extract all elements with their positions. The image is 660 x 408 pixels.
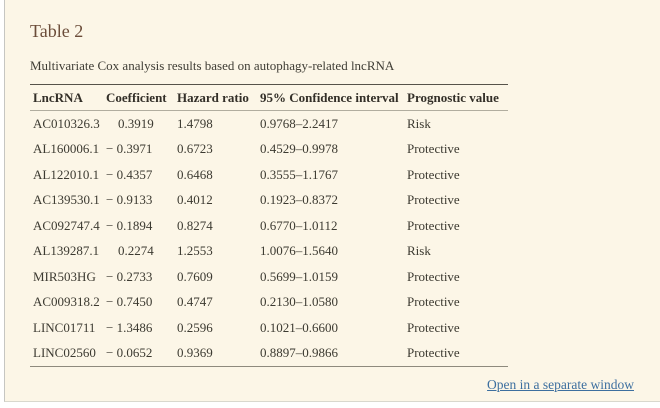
- table-cell: Protective: [407, 268, 460, 284]
- table-cell: AC010326.3: [33, 115, 100, 131]
- table-panel: Table 2 Multivariate Cox analysis result…: [4, 0, 660, 402]
- column-header-prognostic-value: Prognostic value: [404, 84, 508, 111]
- table-row: AC009318.2 − 0.7450 0.4747 0.2130–1.0580 Pro…: [30, 290, 508, 316]
- table-cell: Protective: [407, 319, 460, 335]
- table-cell: 0.4747: [177, 294, 213, 310]
- table-cell: 1.4798: [177, 115, 213, 131]
- table-cell: LINC02560: [33, 345, 96, 361]
- table-cell: 1.2553: [177, 243, 213, 259]
- table-row: MIR503HG − 0.2733 0.7609 0.5699–1.0159 Prote…: [30, 264, 508, 290]
- table-cell: Protective: [407, 192, 460, 208]
- table-cell: Protective: [407, 217, 460, 233]
- table-cell: 0.9768–2.2417: [260, 115, 338, 131]
- table-cell: − 0.4357: [106, 166, 153, 182]
- open-in-separate-window-link[interactable]: Open in a separate window: [487, 377, 634, 392]
- header-row: LncRNA Coefficient Hazard ratio 95% Conf…: [30, 84, 508, 111]
- table-row: AC010326.3 0.3919 1.4798 0.9768–2.2417 Risk: [30, 111, 508, 137]
- table-row: AL160006.1 − 0.3971 0.6723 0.4529–0.9978 Pro…: [30, 137, 508, 163]
- table-cell: 0.3555–1.1767: [260, 166, 338, 182]
- column-header-lncrna: LncRNA: [30, 84, 103, 111]
- table-cell: 0.1923–0.8372: [260, 192, 338, 208]
- table-row: AC092747.4 − 0.1894 0.8274 0.6770–1.0112 Pro…: [30, 213, 508, 239]
- table-cell: 0.9369: [177, 345, 213, 361]
- table-row: AL139287.1 0.2274 1.2553 1.0076–1.5640 Risk: [30, 239, 508, 265]
- table-cell: AC009318.2: [33, 294, 100, 310]
- table-cell: − 0.1894: [106, 217, 153, 233]
- table-body: AC010326.3 0.3919 1.4798 0.9768–2.2417 Risk A…: [30, 111, 508, 367]
- table-cell: 0.4529–0.9978: [260, 141, 338, 157]
- table-row: AC139530.1 − 0.9133 0.4012 0.1923–0.8372 Pro…: [30, 188, 508, 214]
- table-cell: 0.6723: [177, 141, 213, 157]
- table-cell: AL139287.1: [33, 243, 100, 259]
- table-cell: 0.5699–1.0159: [260, 268, 338, 284]
- cox-results-table: LncRNA Coefficient Hazard ratio 95% Conf…: [30, 84, 508, 367]
- table-cell: AC092747.4: [33, 217, 100, 233]
- table-row: AL122010.1 − 0.4357 0.6468 0.3555–1.1767 Pro…: [30, 162, 508, 188]
- table-cell: 0.2274: [118, 243, 154, 259]
- table-row: LINC01711 − 1.3486 0.2596 0.1021–0.6600 Prot…: [30, 315, 508, 341]
- column-header-coefficient: Coefficient: [103, 84, 174, 111]
- table-caption: Multivariate Cox analysis results based …: [30, 58, 395, 73]
- table-cell: Protective: [407, 141, 460, 157]
- table-cell: Risk: [407, 115, 431, 131]
- table-cell: 0.7609: [177, 268, 213, 284]
- table-cell: 1.0076–1.5640: [260, 243, 338, 259]
- table-cell: − 0.2733: [106, 268, 153, 284]
- table-cell: − 0.7450: [106, 294, 153, 310]
- table-cell: 0.8897–0.9866: [260, 345, 338, 361]
- table-cell: LINC01711: [33, 319, 96, 335]
- table-cell: − 0.3971: [106, 141, 153, 157]
- table-header: LncRNA Coefficient Hazard ratio 95% Conf…: [30, 84, 508, 111]
- table-cell: Risk: [407, 243, 431, 259]
- table-cell: AL160006.1: [33, 141, 100, 157]
- table-cell: 0.4012: [177, 192, 213, 208]
- table-cell: MIR503HG: [33, 268, 96, 284]
- column-header-hazard-ratio: Hazard ratio: [174, 84, 257, 111]
- table-cell: AC139530.1: [33, 192, 100, 208]
- table-cell: AL122010.1: [33, 166, 100, 182]
- table-cell: Protective: [407, 166, 460, 182]
- table-cell: 0.2130–1.0580: [260, 294, 338, 310]
- table-cell: 0.6770–1.0112: [260, 217, 338, 233]
- table-cell: 0.2596: [177, 319, 213, 335]
- table-cell: − 0.0652: [106, 345, 153, 361]
- table-cell: 0.3919: [118, 115, 154, 131]
- table-cell: 0.6468: [177, 166, 213, 182]
- column-header-confidence-interval: 95% Confidence interval: [257, 84, 404, 111]
- table-cell: 0.8274: [177, 217, 213, 233]
- table-title: Table 2: [30, 21, 84, 41]
- table-cell: 0.1021–0.6600: [260, 319, 338, 335]
- table-cell: − 0.9133: [106, 192, 153, 208]
- table-row: LINC02560 − 0.0652 0.9369 0.8897–0.9866 Prot…: [30, 341, 508, 367]
- table-footer: Open in a separate window: [30, 376, 634, 394]
- table-cell: Protective: [407, 345, 460, 361]
- table-cell: Protective: [407, 294, 460, 310]
- table-cell: − 1.3486: [106, 319, 153, 335]
